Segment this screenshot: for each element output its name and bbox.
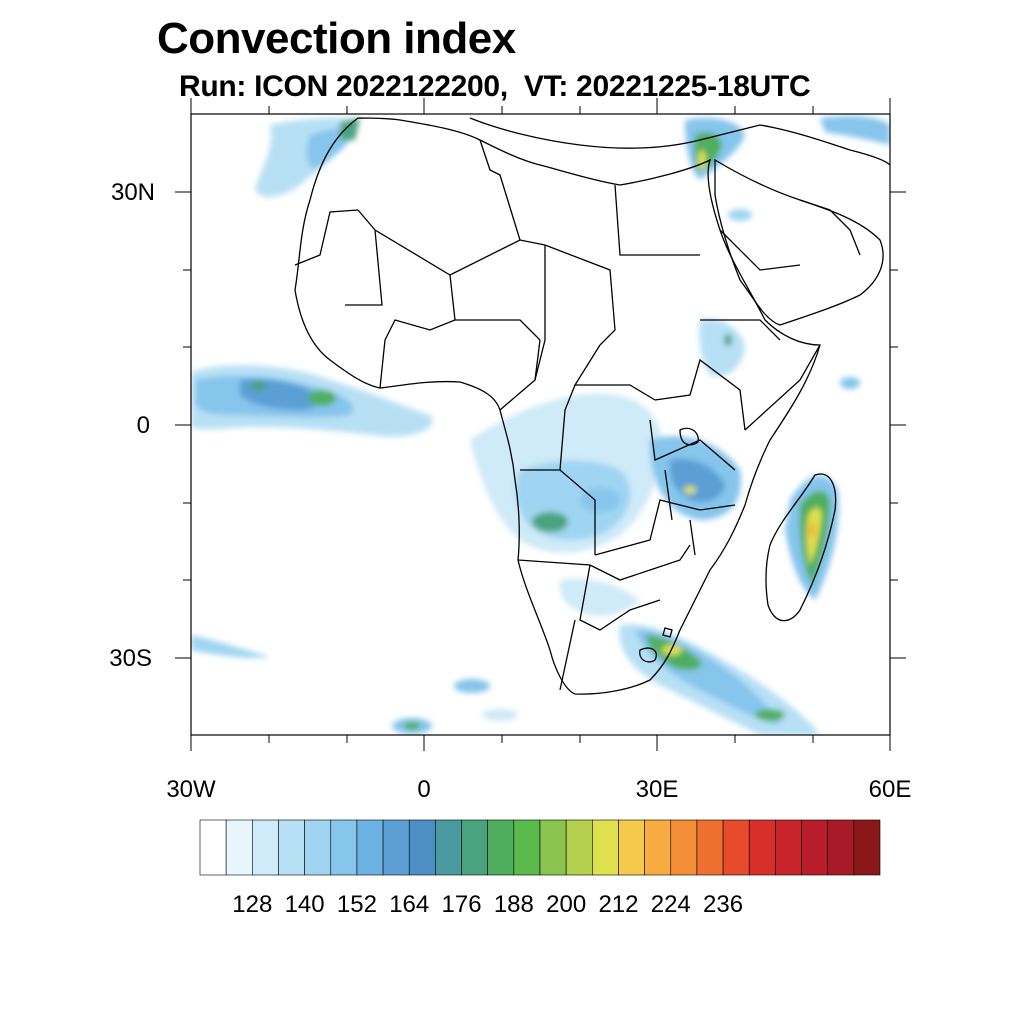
colorbar-tick-label: 140: [285, 891, 325, 918]
convection-equatorial-atlantic: [191, 365, 433, 437]
lon-label-0: 0: [417, 776, 430, 803]
colorbar-swatch: [539, 819, 567, 876]
lat-label-0: 0: [137, 412, 150, 439]
colorbar-swatch: [801, 819, 828, 876]
map-subtitle: Run: ICON 2022122200, VT: 20221225-18UTC: [179, 70, 811, 103]
colorbar-tick-label: 176: [442, 891, 482, 918]
colorbar-swatch: [618, 819, 645, 876]
colorbar-swatch: [513, 819, 541, 876]
colorbar-swatch: [356, 819, 384, 876]
colorbar-swatch: [330, 819, 358, 876]
colorbar-tick-label: 128: [232, 891, 272, 918]
convection-madagascar: [785, 377, 860, 600]
colorbar-swatch: [644, 819, 672, 876]
colorbar-tick-label: 164: [389, 891, 429, 918]
colorbar-swatch: [461, 819, 488, 876]
colorbar-swatch: [722, 819, 750, 876]
colorbar-tick-label: 224: [651, 891, 691, 918]
map-title: Convection index: [157, 14, 516, 63]
colorbar-swatch: [199, 819, 227, 876]
lat-label-30n: 30N: [111, 179, 155, 206]
colorbar-tick-label: 152: [337, 891, 377, 918]
convection-south-africa: [559, 578, 820, 735]
colorbar-swatch: [435, 819, 462, 876]
colorbar-swatch: [252, 819, 279, 876]
lon-label-30w: 30W: [166, 776, 216, 803]
lat-label-30s: 30S: [109, 645, 152, 672]
colorbar-swatch: [487, 819, 515, 876]
lon-label-60e: 60E: [869, 776, 912, 803]
colorbar-swatch: [565, 819, 593, 876]
convection-north-atlantic: [255, 117, 360, 197]
convection-levant: [685, 116, 890, 221]
convection-congo: [470, 393, 661, 553]
colorbar-swatch: [278, 819, 305, 876]
colorbar-swatch: [225, 819, 253, 876]
tick-marks: [175, 98, 906, 751]
colorbar-tick-label: 212: [598, 891, 638, 918]
colorbar-tick-label: 200: [546, 891, 586, 918]
lon-label-30e: 30E: [636, 776, 679, 803]
coastlines: [294, 117, 890, 695]
convection-south-atlantic: [191, 635, 518, 734]
colorbar-swatch: [408, 819, 436, 876]
colorbar-tick-label: 236: [703, 891, 743, 918]
colorbar-swatch: [592, 819, 619, 876]
colorbar-swatch: [748, 819, 776, 876]
convection-east-africa: [650, 319, 745, 520]
colorbar-swatch: [827, 819, 855, 876]
colorbar-swatch: [670, 819, 698, 876]
colorbar-tick-label: 188: [494, 891, 534, 918]
colorbar-swatch: [853, 819, 881, 876]
colorbar-swatch: [304, 819, 332, 876]
colorbar-swatch: [382, 819, 410, 876]
convection-field: [191, 116, 890, 735]
colorbar: 128 140 152 164 176 188 200 212 224 236: [199, 819, 881, 918]
colorbar-swatch: [775, 819, 802, 876]
colorbar-swatch: [696, 819, 724, 876]
